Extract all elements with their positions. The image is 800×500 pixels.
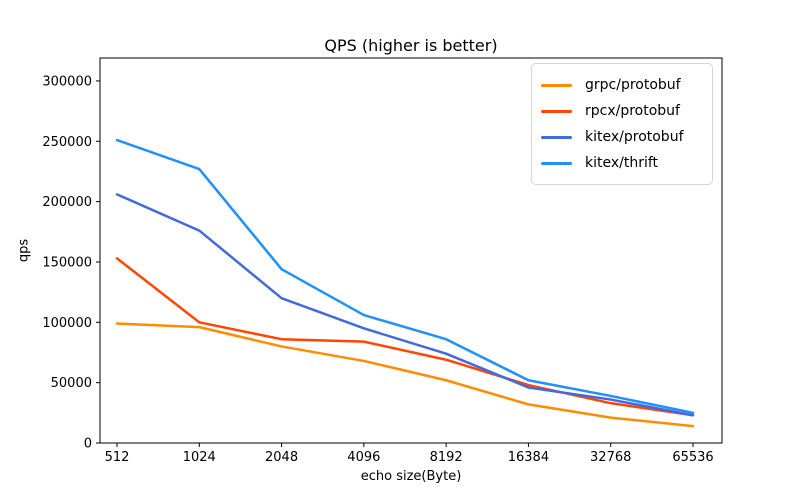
y-axis-label: qps xyxy=(16,238,32,263)
x-axis-label: echo size(Byte) xyxy=(360,469,462,484)
legend-item-kitex-thrift: kitex/thrift xyxy=(541,150,702,176)
legend-label: kitex/thrift xyxy=(585,155,659,171)
legend-line-swatch xyxy=(541,109,572,113)
legend-label: grpc/protobuf xyxy=(585,77,681,93)
y-tick-label: 300000 xyxy=(42,74,92,89)
legend-item-rpcx-protobuf: rpcx/protobuf xyxy=(541,98,702,124)
legend-label: rpcx/protobuf xyxy=(585,103,680,119)
y-tick-label: 250000 xyxy=(42,135,92,150)
y-tick-label: 100000 xyxy=(42,316,92,331)
legend-line-swatch xyxy=(541,83,572,87)
y-tick-label: 150000 xyxy=(42,255,92,270)
legend-item-kitex-protobuf: kitex/protobuf xyxy=(541,124,702,150)
legend-item-grpc-protobuf: grpc/protobuf xyxy=(541,72,702,98)
x-tick-label: 2048 xyxy=(265,450,298,465)
legend-label: kitex/protobuf xyxy=(585,129,684,145)
x-tick-label: 4096 xyxy=(347,450,380,465)
y-tick-label: 0 xyxy=(84,437,92,452)
series-line-kitex-protobuf xyxy=(115,193,695,417)
x-tick-label: 16384 xyxy=(508,450,549,465)
x-tick-label: 65536 xyxy=(672,450,713,465)
series-line-grpc-protobuf xyxy=(115,322,695,428)
y-tick-label: 200000 xyxy=(42,195,92,210)
x-tick-label: 8192 xyxy=(430,450,463,465)
x-tick-label: 32768 xyxy=(590,450,631,465)
x-tick-label: 512 xyxy=(105,450,130,465)
series-line-kitex-thrift xyxy=(115,138,695,415)
legend: grpc/protobuf rpcx/protobuf kitex/protobuf… xyxy=(531,63,713,185)
series-line-rpcx-protobuf xyxy=(115,257,695,417)
chart-title: QPS (higher is better) xyxy=(324,36,498,55)
legend-line-swatch xyxy=(541,135,572,139)
plot-border xyxy=(99,57,723,444)
legend-line-swatch xyxy=(541,161,572,165)
y-tick-label: 50000 xyxy=(51,376,92,391)
x-tick-label: 1024 xyxy=(183,450,216,465)
